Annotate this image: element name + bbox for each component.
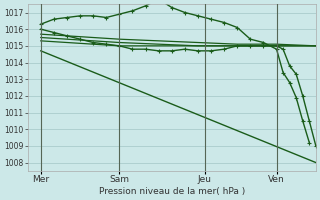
X-axis label: Pression niveau de la mer( hPa ): Pression niveau de la mer( hPa ) xyxy=(99,187,245,196)
